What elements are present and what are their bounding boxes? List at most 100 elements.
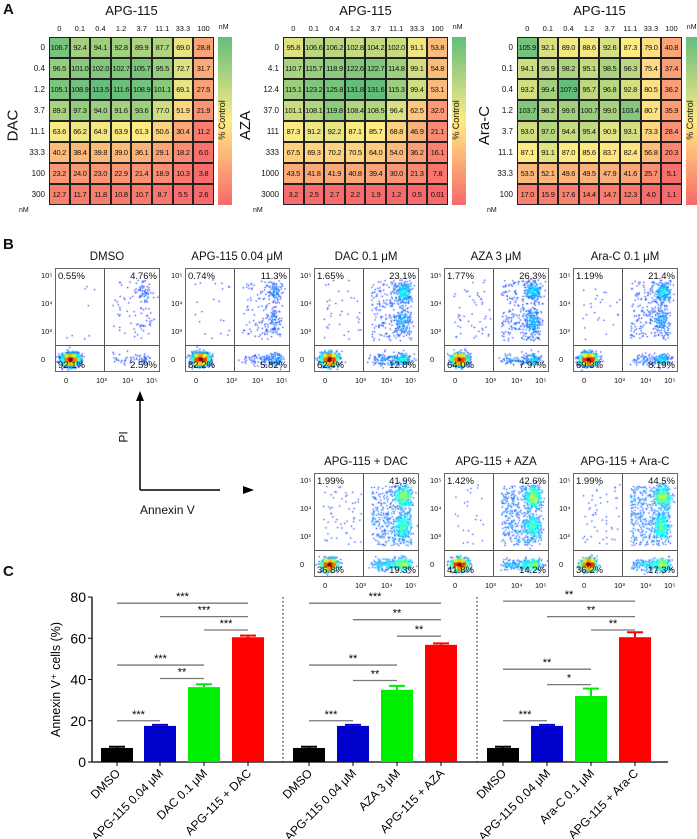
- significance-label: ***: [154, 653, 168, 665]
- heatmap-cell: 53.8: [427, 37, 448, 58]
- flow-plot-title: APG-115 + Ara-C: [580, 456, 670, 468]
- x-tick-label: 10³: [355, 376, 366, 385]
- quadrant-ul-percent: 1.99%: [317, 476, 344, 487]
- y-tick-label: 0: [430, 355, 435, 364]
- x-tick-label: 10³: [614, 376, 625, 385]
- quadrant-ur-percent: 42.6%: [519, 476, 546, 487]
- x-tick-label: 10³: [614, 581, 625, 590]
- heatmap-cell: 92.6: [599, 37, 620, 58]
- heatmap-cell: 99.4: [537, 79, 559, 100]
- heatmap-cell: 21.3: [406, 163, 428, 184]
- column-label: 0: [57, 24, 62, 33]
- y-tick-label: 20: [70, 713, 86, 729]
- heatmap-title: APG-115: [105, 3, 158, 18]
- colorbar-label: % Control: [450, 100, 461, 140]
- heatmap-cell: 102.8: [344, 37, 366, 58]
- heatmap-cell: 104.2: [365, 37, 386, 58]
- heatmap-cell: 47.9: [599, 163, 620, 184]
- x-tick-label: 10⁴: [381, 376, 393, 385]
- x-tick-label: 10³: [226, 376, 237, 385]
- row-label: 0.4: [501, 85, 513, 94]
- scatter-dots: [574, 269, 677, 371]
- y-tick-label: 60: [70, 630, 86, 646]
- bar-apg-115-0-04-m: [337, 725, 369, 762]
- significance-label: ***: [325, 709, 339, 721]
- heatmap-cell: 89.3: [49, 100, 70, 121]
- row-label: 300: [31, 190, 45, 199]
- row-label: 0.1: [501, 64, 513, 73]
- heatmap-cell: 101.1: [283, 100, 304, 121]
- significance-label: ***: [519, 709, 533, 721]
- x-tick-label: 0: [64, 376, 69, 385]
- heatmap-cell: 32.0: [427, 100, 448, 121]
- heatmap-cell: 92.4: [69, 37, 91, 58]
- heatmap-cell: 93.6: [131, 100, 152, 121]
- quadrant-ul-percent: 0.74%: [188, 271, 215, 282]
- x-tick-label: 10³: [485, 581, 496, 590]
- heatmap-cell: 61.3: [131, 121, 152, 142]
- colorbar: [451, 37, 466, 205]
- significance-label: ***: [220, 618, 234, 630]
- quadrant-divider-vertical: [363, 474, 364, 576]
- y-tick-label: 10⁴: [300, 504, 312, 513]
- x-tick-label: 10⁵: [535, 581, 547, 590]
- heatmap-cell: 16.1: [427, 142, 448, 163]
- heatmap-cell: 49.6: [558, 163, 579, 184]
- quadrant-divider-vertical: [493, 269, 494, 371]
- heatmap-cell: 0.01: [427, 184, 448, 205]
- y-tick-label: 10⁴: [559, 504, 571, 513]
- x-tick-label: 10⁴: [640, 581, 652, 590]
- quadrant-ur-percent: 23.1%: [389, 271, 416, 282]
- heatmap-cell: 115.3: [386, 79, 407, 100]
- heatmap-cell: 99.6: [558, 100, 579, 121]
- heatmap-cell: 107.9: [558, 79, 579, 100]
- heatmap-cell: 125.8: [324, 79, 345, 100]
- row-label: 11.1: [30, 127, 45, 136]
- heatmap-cell: 21.4: [131, 163, 152, 184]
- significance-label: **: [609, 618, 618, 630]
- heatmap-cell: 0.5: [406, 184, 428, 205]
- row-label: 0: [274, 43, 279, 52]
- bar-ara-c-0-1-m: [575, 696, 607, 762]
- heatmap-cell: 99.0: [599, 100, 620, 121]
- heatmap-cell: 95.8: [283, 37, 304, 58]
- quadrant-divider-vertical: [622, 474, 623, 576]
- heatmap-cell: 49.5: [578, 163, 600, 184]
- row-label: 4.1: [267, 64, 279, 73]
- heatmap-cell: 10.7: [131, 184, 152, 205]
- quadrant-ur-percent: 4.76%: [130, 271, 157, 282]
- column-label: 0: [291, 24, 296, 33]
- x-tick-label: 10⁵: [146, 376, 158, 385]
- x-tick-label: 10⁴: [640, 376, 652, 385]
- heatmap-cell: 115.1: [283, 79, 304, 100]
- y-tick-label: 10⁵: [171, 271, 183, 280]
- quadrant-divider-horizontal: [56, 345, 159, 346]
- column-unit-label: nM: [452, 24, 463, 31]
- heatmap-cell: 105.1: [49, 79, 70, 100]
- flow-plot-title: APG-115 + AZA: [455, 456, 537, 468]
- column-label: 33.3: [409, 24, 425, 33]
- heatmap-cell: 94.4: [558, 121, 579, 142]
- significance-label: **: [415, 624, 424, 636]
- column-label: 0.4: [95, 24, 106, 33]
- heatmap-cell: 95.5: [152, 58, 173, 79]
- row-unit-label: nM: [487, 207, 497, 214]
- heatmap-cell: 111.6: [110, 79, 132, 100]
- y-tick-label: 80: [70, 589, 86, 605]
- heatmap-cell: 118.9: [324, 58, 345, 79]
- heatmap-cell: 39.4: [365, 163, 386, 184]
- column-label: 1.2: [583, 24, 595, 33]
- y-tick-label: 10³: [171, 327, 182, 336]
- quadrant-divider-horizontal: [574, 345, 677, 346]
- flow-scatter-area: 1.77% 26.3% 64.0% 7.97%: [444, 268, 549, 372]
- significance-label: **: [349, 653, 358, 665]
- heatmap-cell: 24.0: [69, 163, 91, 184]
- heatmap-cell: 28.4: [661, 121, 682, 142]
- row-label: 33.3: [497, 169, 513, 178]
- heatmap-cell: 114.8: [386, 58, 407, 79]
- quadrant-divider-horizontal: [574, 550, 677, 551]
- heatmap-cell: 100.7: [578, 100, 600, 121]
- heatmap-cell: 2.7: [324, 184, 345, 205]
- quadrant-ur-percent: 11.3%: [260, 271, 287, 282]
- flow-scatter-area: 1.65% 23.1% 62.4% 12.8%: [314, 268, 419, 372]
